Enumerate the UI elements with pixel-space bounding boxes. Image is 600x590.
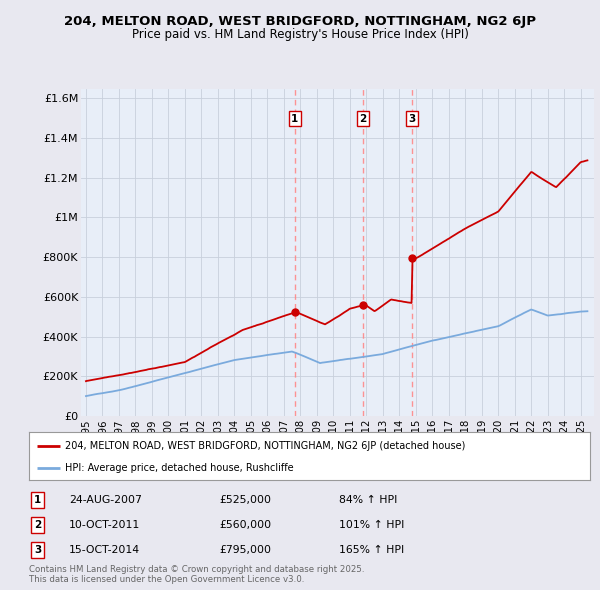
Text: £795,000: £795,000 xyxy=(219,545,271,555)
Text: £525,000: £525,000 xyxy=(219,496,271,505)
Text: 1: 1 xyxy=(291,114,298,124)
Text: 204, MELTON ROAD, WEST BRIDGFORD, NOTTINGHAM, NG2 6JP: 204, MELTON ROAD, WEST BRIDGFORD, NOTTIN… xyxy=(64,15,536,28)
Text: 3: 3 xyxy=(34,545,41,555)
Text: 2: 2 xyxy=(34,520,41,530)
Text: 165% ↑ HPI: 165% ↑ HPI xyxy=(339,545,404,555)
Text: 2: 2 xyxy=(359,114,367,124)
Text: HPI: Average price, detached house, Rushcliffe: HPI: Average price, detached house, Rush… xyxy=(65,463,294,473)
Text: 10-OCT-2011: 10-OCT-2011 xyxy=(69,520,140,530)
Text: 15-OCT-2014: 15-OCT-2014 xyxy=(69,545,140,555)
Text: 24-AUG-2007: 24-AUG-2007 xyxy=(69,496,142,505)
Text: 101% ↑ HPI: 101% ↑ HPI xyxy=(339,520,404,530)
Text: Price paid vs. HM Land Registry's House Price Index (HPI): Price paid vs. HM Land Registry's House … xyxy=(131,28,469,41)
Text: £560,000: £560,000 xyxy=(219,520,271,530)
Text: 3: 3 xyxy=(409,114,416,124)
Text: Contains HM Land Registry data © Crown copyright and database right 2025.
This d: Contains HM Land Registry data © Crown c… xyxy=(29,565,364,584)
Text: 1: 1 xyxy=(34,496,41,505)
Text: 84% ↑ HPI: 84% ↑ HPI xyxy=(339,496,397,505)
Text: 204, MELTON ROAD, WEST BRIDGFORD, NOTTINGHAM, NG2 6JP (detached house): 204, MELTON ROAD, WEST BRIDGFORD, NOTTIN… xyxy=(65,441,466,451)
